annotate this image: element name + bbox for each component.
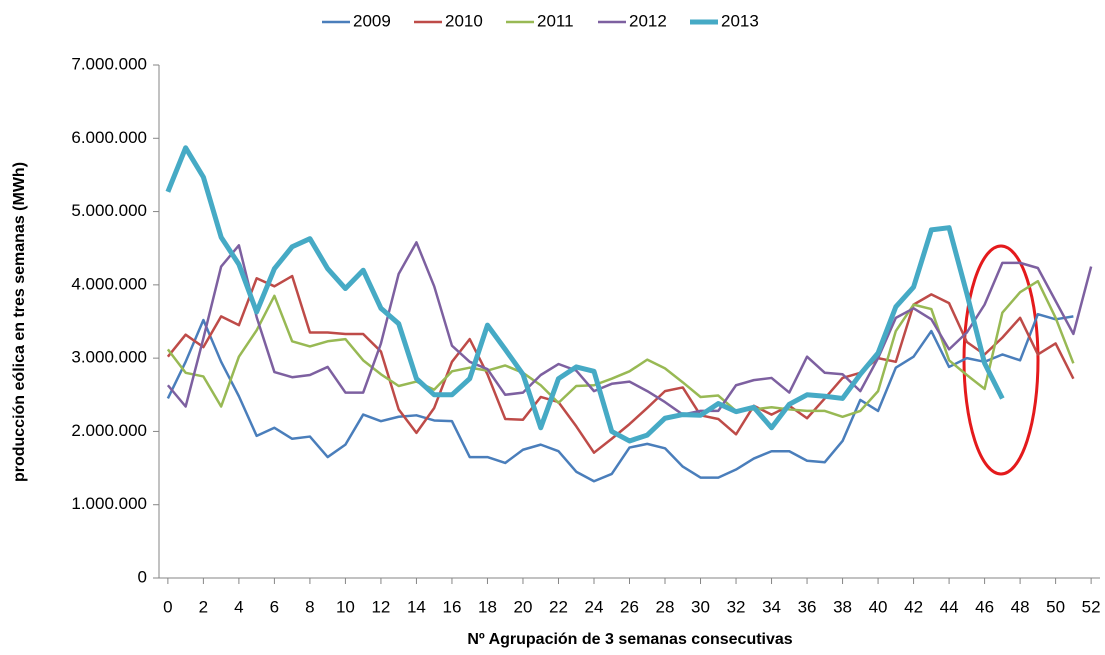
x-tick-label: 46	[975, 597, 994, 616]
series-line	[166, 274, 1075, 454]
y-tick-label: 7.000.000	[71, 54, 147, 73]
series-line	[166, 312, 1074, 483]
x-tick-label: 28	[656, 597, 675, 616]
x-tick-label: 38	[833, 597, 852, 616]
legend-label: 2009	[353, 11, 391, 30]
x-tick-label: 2	[199, 597, 208, 616]
x-tick-label: 26	[620, 597, 639, 616]
x-tick-label: 20	[514, 597, 533, 616]
x-tick-label: 12	[371, 597, 390, 616]
y-tick-label: 5.000.000	[71, 201, 147, 220]
x-tick-label: 24	[585, 597, 604, 616]
y-tick-label: 2.000.000	[71, 421, 147, 440]
series-line	[166, 241, 1093, 416]
x-axis-title: Nº Agrupación de 3 semanas consecutivas	[467, 631, 792, 648]
x-tick-label: 22	[549, 597, 568, 616]
x-tick-label: 0	[163, 597, 172, 616]
x-tick-label: 8	[305, 597, 314, 616]
x-tick-label: 10	[336, 597, 355, 616]
x-tick-label: 44	[940, 597, 959, 616]
series-line	[166, 279, 1075, 419]
y-tick-label: 3.000.000	[71, 348, 147, 367]
series-line	[165, 145, 1005, 444]
legend-label: 2012	[629, 11, 667, 30]
x-tick-label: 40	[869, 597, 888, 616]
legend: 2009 2010 2011 2012 2013	[322, 11, 759, 30]
x-tick-label: 32	[727, 597, 746, 616]
y-tick-label: 1.000.000	[71, 494, 147, 513]
legend-label: 2010	[445, 11, 483, 30]
x-tick-label: 16	[442, 597, 461, 616]
legend-label: 2011	[537, 11, 574, 30]
x-tick-label: 36	[798, 597, 817, 616]
x-tick-label: 14	[407, 597, 426, 616]
x-tick-label: 48	[1011, 597, 1030, 616]
x-tick-label: 34	[762, 597, 781, 616]
x-tick-label: 4	[234, 597, 243, 616]
legend-label: 2013	[721, 11, 759, 30]
x-tick-label: 52	[1082, 597, 1101, 616]
x-tick-label: 6	[270, 597, 279, 616]
x-tick-label: 30	[691, 597, 710, 616]
x-tick-label: 18	[478, 597, 497, 616]
y-tick-label: 6.000.000	[71, 128, 147, 147]
x-tick-label: 50	[1046, 597, 1065, 616]
y-tick-label: 4.000.000	[71, 274, 147, 293]
x-tick-label: 42	[904, 597, 923, 616]
y-tick-label: 0	[138, 567, 147, 586]
y-axis-title: producción eólica en tres semanas (MWh)	[11, 162, 28, 482]
